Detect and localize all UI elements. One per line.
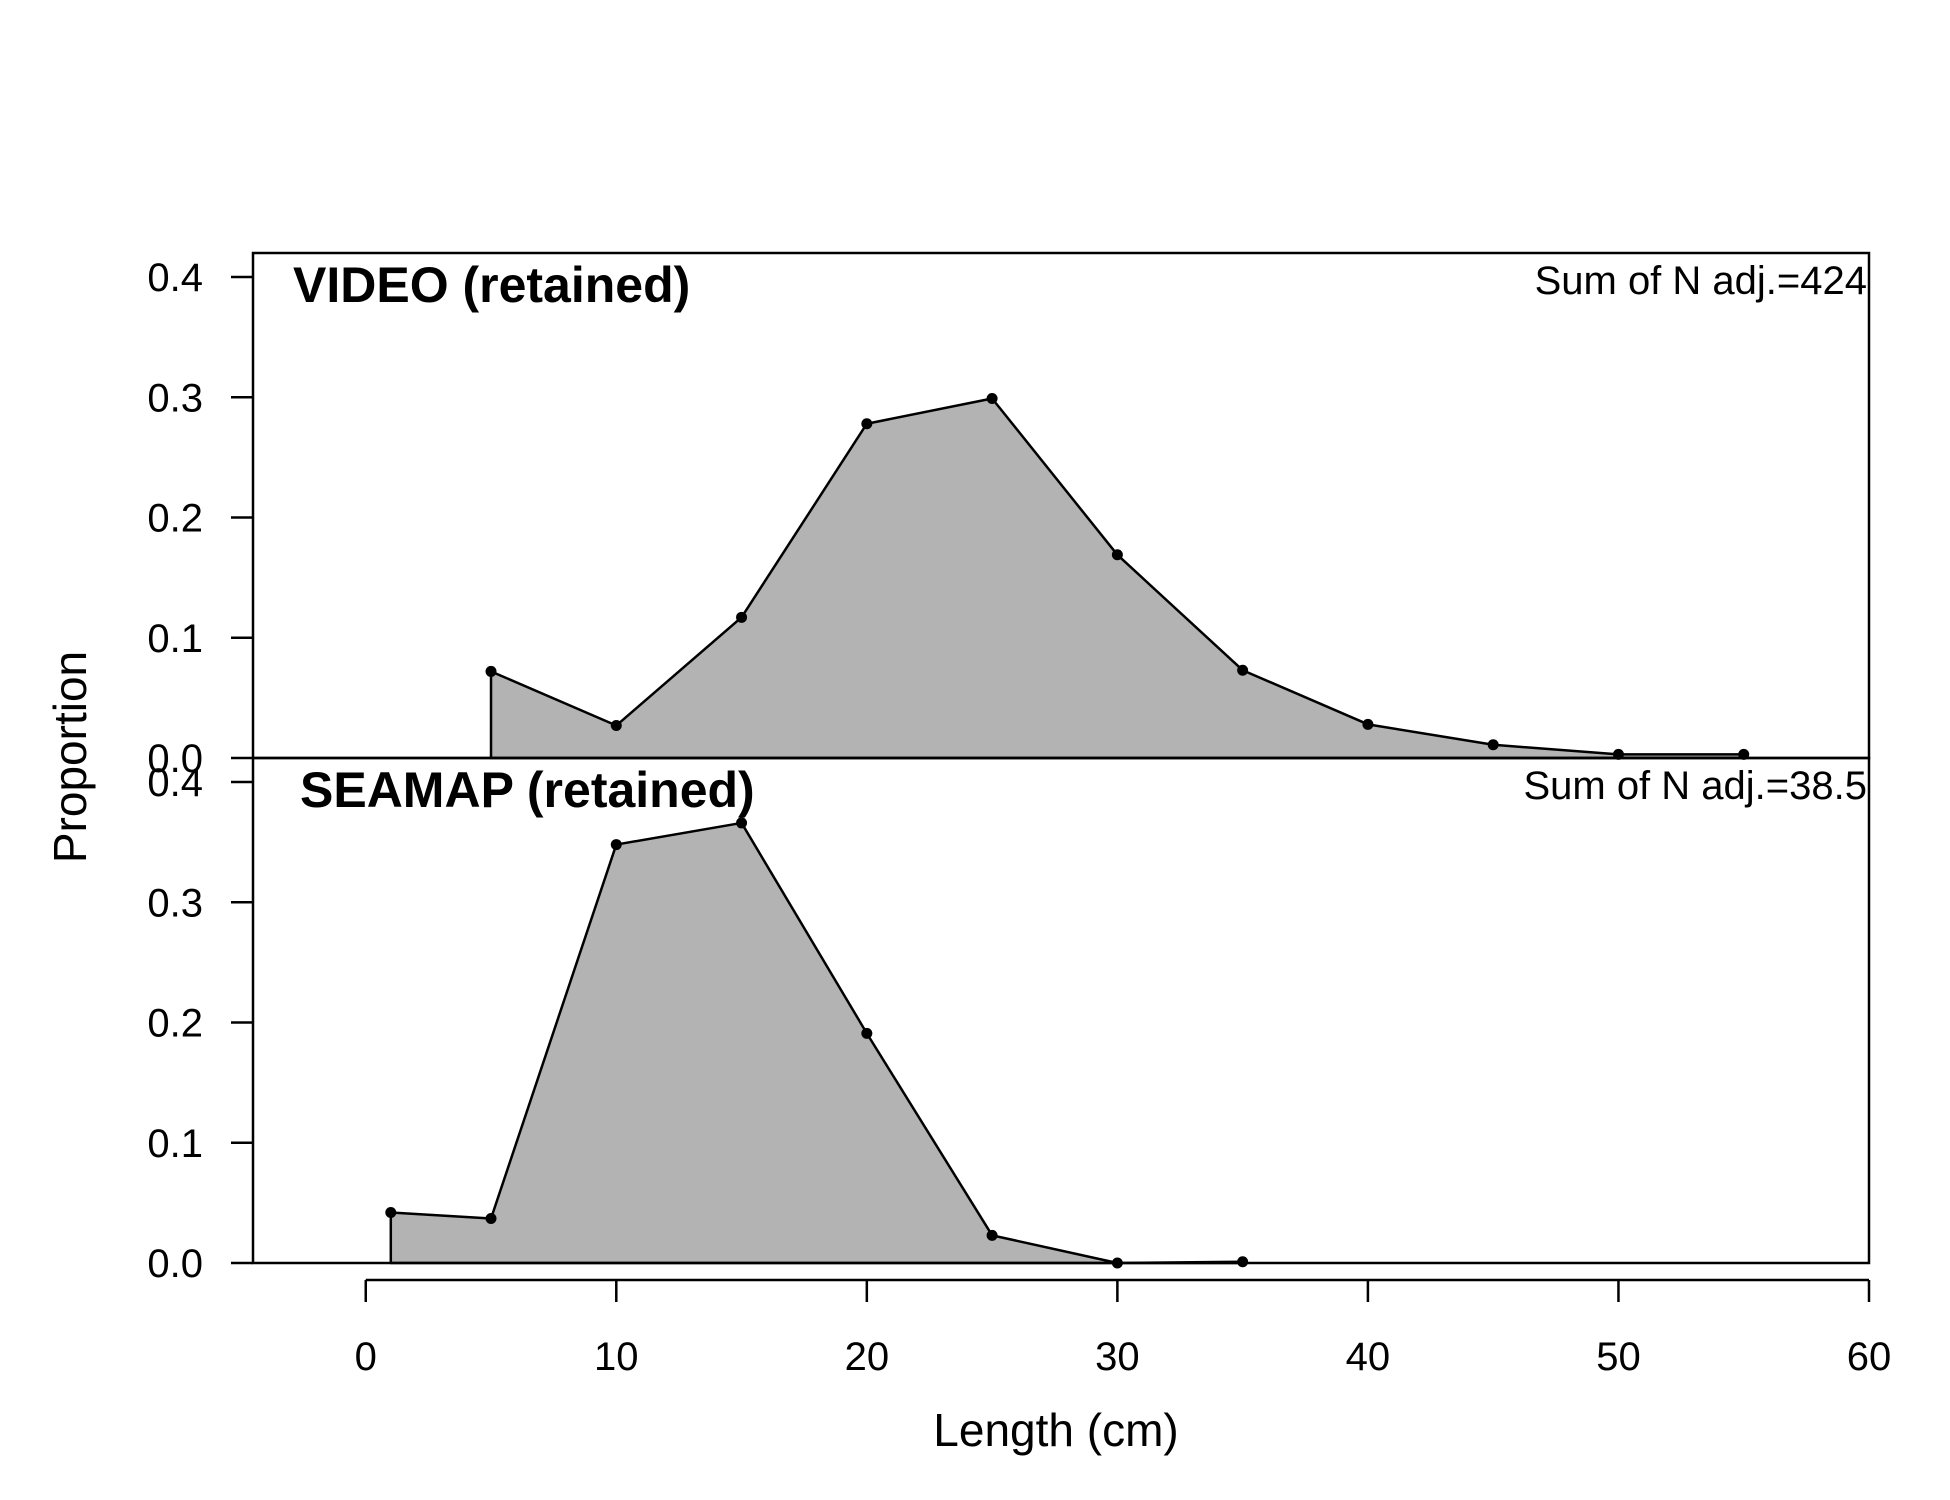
data-point [610, 839, 622, 851]
data-point [861, 418, 873, 430]
y-tick-label: 0.0 [147, 737, 203, 781]
y-tick-label: 0.3 [147, 881, 203, 925]
panel-title: VIDEO (retained) [293, 257, 690, 313]
y-tick-label: 0.2 [147, 497, 203, 541]
x-tick-label: 60 [1847, 1335, 1892, 1379]
series-area [489, 397, 1745, 760]
data-point [861, 1027, 873, 1039]
y-tick-label: 0.4 [147, 761, 203, 805]
data-point [986, 1229, 998, 1241]
x-tick-label: 30 [1095, 1335, 1140, 1379]
x-tick-label: 10 [594, 1335, 639, 1379]
panel-frame [251, 756, 1871, 1265]
panels: 0.0 0.1 0.2 0.3 0.4 VIDEO (retained) Sum of N … [147, 251, 1871, 1286]
panel-1: 0.0 0.1 0.2 0.3 0.4 VIDEO (retained) Sum of N … [147, 251, 1871, 781]
x-axis-title: Length (cm) [933, 1404, 1178, 1456]
y-tick-label: 0.1 [147, 1122, 203, 1166]
panel-note: Sum of N adj.=38.5 [1523, 764, 1867, 808]
panel-2: 0.0 0.1 0.2 0.3 0.4 SEAMAP (retained) Sum of N… [147, 756, 1871, 1286]
series-area [389, 821, 1244, 1265]
data-point [610, 720, 622, 732]
x-axis: 0 10 20 30 40 50 60 [355, 1278, 1892, 1379]
y-axis-title: Proportion [44, 651, 96, 863]
panel-note: Sum of N adj.=424 [1535, 259, 1867, 303]
data-point [485, 1213, 497, 1225]
x-tick-label: 20 [845, 1335, 890, 1379]
panel-title: SEAMAP (retained) [300, 762, 755, 818]
x-tick-label: 50 [1596, 1335, 1641, 1379]
data-point [485, 665, 497, 677]
y-tick-label: 0.3 [147, 376, 203, 420]
x-tick-label: 0 [355, 1335, 377, 1379]
data-point [736, 611, 748, 623]
data-point [385, 1207, 397, 1218]
data-point [986, 392, 998, 404]
y-tick-label: 0.2 [147, 1002, 203, 1046]
x-tick-label: 40 [1346, 1335, 1391, 1379]
data-point [736, 817, 748, 829]
data-point [1111, 549, 1123, 561]
y-tick-label: 0.0 [147, 1242, 203, 1286]
data-point [1362, 718, 1374, 730]
data-point [1487, 739, 1499, 751]
y-tick-label: 0.1 [147, 617, 203, 661]
data-point [1237, 664, 1249, 676]
y-tick-label: 0.4 [147, 256, 203, 300]
